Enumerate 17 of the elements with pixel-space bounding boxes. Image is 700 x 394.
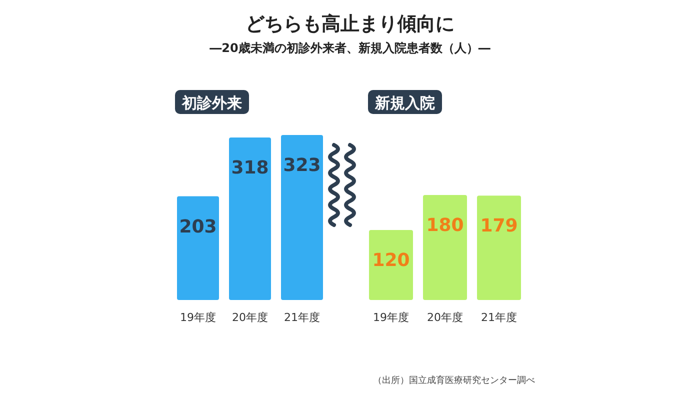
data-label: 180 [426,215,464,236]
chart-title: 新規入院 [374,94,435,112]
data-label: 120 [372,250,410,271]
x-tick-label: 19年度 [180,311,216,324]
data-label: 203 [179,216,217,238]
chart-title: 初診外来 [181,94,242,112]
x-tick-label: 20年度 [232,311,268,324]
x-tick-label: 19年度 [373,311,409,324]
text: どちらも高止まり傾向に [246,13,454,35]
data-label: 323 [283,155,321,176]
x-tick-label: 21年度 [284,311,320,324]
text: ―20歳未満の初診外来者、新規入院患者数（人）― [210,41,490,55]
x-tick-label: 20年度 [427,311,463,324]
x-tick-label: 21年度 [481,311,517,324]
data-label: 179 [480,216,518,237]
data-label: 318 [231,158,269,179]
text: （出所）国立成育医療研究センター調べ [373,375,535,386]
